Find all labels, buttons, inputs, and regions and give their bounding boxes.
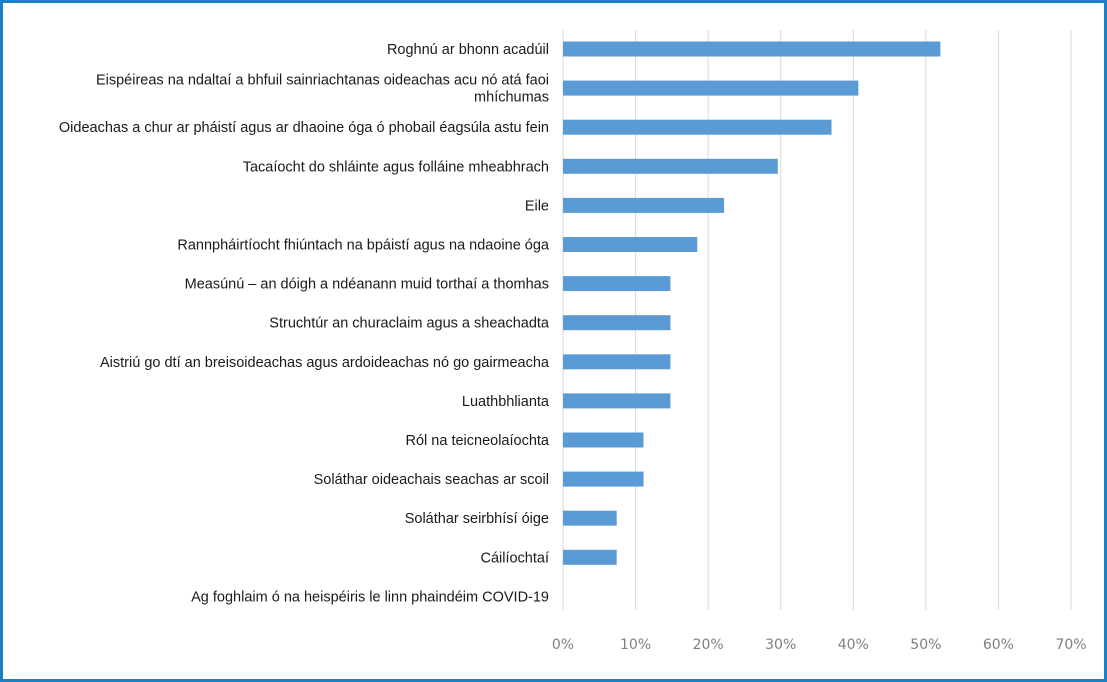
category-label: Tacaíocht do shláinte agus folláine mhea… bbox=[243, 159, 549, 175]
bar bbox=[563, 158, 778, 174]
bar bbox=[563, 549, 617, 565]
bar bbox=[563, 432, 644, 448]
category-label: Ag foghlaim ó na heispéiris le linn phai… bbox=[191, 589, 549, 605]
bar bbox=[563, 354, 671, 370]
category-label: Ról na teicneolaíochta bbox=[406, 433, 550, 449]
bar bbox=[563, 471, 644, 487]
bar bbox=[563, 197, 725, 213]
category-label: Eispéireas na ndaltaí a bhfuil sainriach… bbox=[96, 73, 549, 89]
bar bbox=[563, 237, 698, 252]
x-tick-label: 0% bbox=[552, 637, 574, 653]
x-tick-label: 10% bbox=[620, 637, 651, 653]
category-label: Struchtúr an churaclaim agus a sheachadt… bbox=[269, 316, 550, 332]
bar bbox=[563, 41, 941, 57]
category-label: Cáilíochtaí bbox=[480, 550, 549, 566]
category-label: Eile bbox=[525, 198, 549, 214]
bar bbox=[563, 119, 832, 135]
x-tick-label: 70% bbox=[1055, 637, 1086, 653]
category-label: mhíchumas bbox=[474, 90, 549, 106]
x-tick-label: 20% bbox=[693, 637, 724, 653]
category-label: Measúnú – an dóigh a ndéanann muid torth… bbox=[185, 277, 549, 293]
bar bbox=[563, 80, 859, 96]
bar bbox=[563, 510, 617, 526]
bar bbox=[563, 393, 671, 409]
category-label: Soláthar oideachais seachas ar scoil bbox=[314, 472, 549, 488]
x-tick-label: 40% bbox=[838, 637, 869, 653]
bar bbox=[563, 315, 671, 331]
x-tick-labels: 0% 10% 20% 30% 40% 50% 60% 70% bbox=[552, 637, 1087, 653]
bar bbox=[563, 276, 671, 292]
category-label: Oideachas a chur ar pháistí agus ar dhao… bbox=[59, 120, 549, 136]
x-tick-label: 60% bbox=[983, 637, 1014, 653]
category-label: Roghnú ar bhonn acadúil bbox=[387, 42, 549, 58]
category-label: Rannpháirtíocht fhiúntach na bpáistí agu… bbox=[177, 238, 550, 254]
x-tick-label: 50% bbox=[910, 637, 941, 653]
category-labels: Roghnú ar bhonn acadúil Eispéireas na nda… bbox=[59, 42, 550, 605]
category-label: Luathbhlianta bbox=[462, 394, 550, 410]
bars bbox=[563, 41, 941, 565]
category-label: Soláthar seirbhísí óige bbox=[405, 511, 549, 527]
x-tick-label: 30% bbox=[765, 637, 796, 653]
category-label: Aistriú go dtí an breisoideachas agus ar… bbox=[100, 355, 550, 371]
